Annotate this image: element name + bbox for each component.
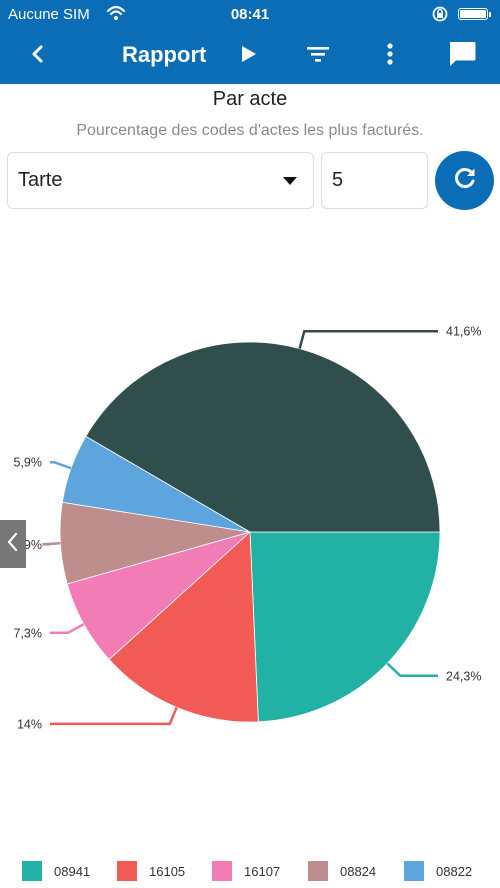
play-icon: [238, 44, 258, 69]
side-drawer-handle[interactable]: [0, 520, 26, 568]
pie-slice-16105[interactable]: [108, 531, 259, 723]
more-options-button[interactable]: [370, 36, 410, 76]
refresh-button[interactable]: [435, 151, 494, 210]
filter-button[interactable]: [298, 36, 338, 76]
legend-label: 16105: [149, 864, 186, 879]
slice-percent-label: 24,3%: [446, 669, 481, 683]
legend-swatch: [22, 861, 42, 881]
more-vert-icon: [385, 42, 395, 71]
clock: 08:41: [230, 6, 270, 23]
refresh-icon: [452, 165, 478, 196]
play-button[interactable]: [228, 36, 268, 76]
legend-swatch: [308, 861, 328, 881]
leader-line: [50, 706, 178, 726]
chart-type-value: Tarte: [18, 169, 63, 191]
chart-legend: 08941 16105 16107 08824 08822: [0, 856, 500, 886]
filter-icon: [306, 44, 330, 69]
legend-label: 08941: [54, 864, 91, 879]
slice-percent-label: 41,6%: [446, 325, 481, 339]
back-button[interactable]: [18, 36, 58, 76]
legend-swatch: [212, 861, 232, 881]
caret-down-icon: [283, 177, 297, 185]
report-subtitle: Pourcentage des codes d'actes les plus f…: [76, 122, 424, 139]
leader-line: [42, 542, 61, 546]
leader-line: [386, 662, 438, 678]
top-count-input[interactable]: [321, 152, 428, 209]
app-bar: Rapport: [0, 28, 500, 84]
report-title: Par acte: [212, 88, 288, 110]
legend-label: 08824: [340, 864, 377, 879]
leader-line: [50, 460, 72, 470]
leader-line: [298, 329, 438, 349]
status-bar: Aucune SIM 08:41: [0, 0, 500, 28]
page-title: Rapport: [122, 42, 207, 67]
leader-line: [50, 623, 85, 635]
legend-swatch: [117, 861, 137, 881]
legend-swatch: [404, 861, 424, 881]
back-icon: [28, 44, 48, 69]
legend-label: 08822: [436, 864, 473, 879]
chat-button[interactable]: [442, 36, 482, 76]
chat-icon: [447, 40, 477, 73]
battery-icon: [458, 8, 491, 20]
slice-percent-label: 7,3%: [14, 626, 43, 640]
slice-percent-label: 14%: [17, 717, 42, 731]
wifi-icon: [106, 4, 126, 26]
chart-type-select[interactable]: Tarte: [7, 152, 314, 209]
pie-slice-08941[interactable]: [249, 531, 441, 723]
legend-label: 16107: [244, 864, 281, 879]
pie-chart: 24,3%14%7,3%6,9%5,9%41,6%: [14, 325, 482, 732]
chevron-left-icon: [6, 532, 20, 557]
slice-percent-label: 5,9%: [14, 456, 43, 470]
orientation-lock-icon: [431, 5, 449, 27]
carrier-label: Aucune SIM: [8, 6, 90, 23]
